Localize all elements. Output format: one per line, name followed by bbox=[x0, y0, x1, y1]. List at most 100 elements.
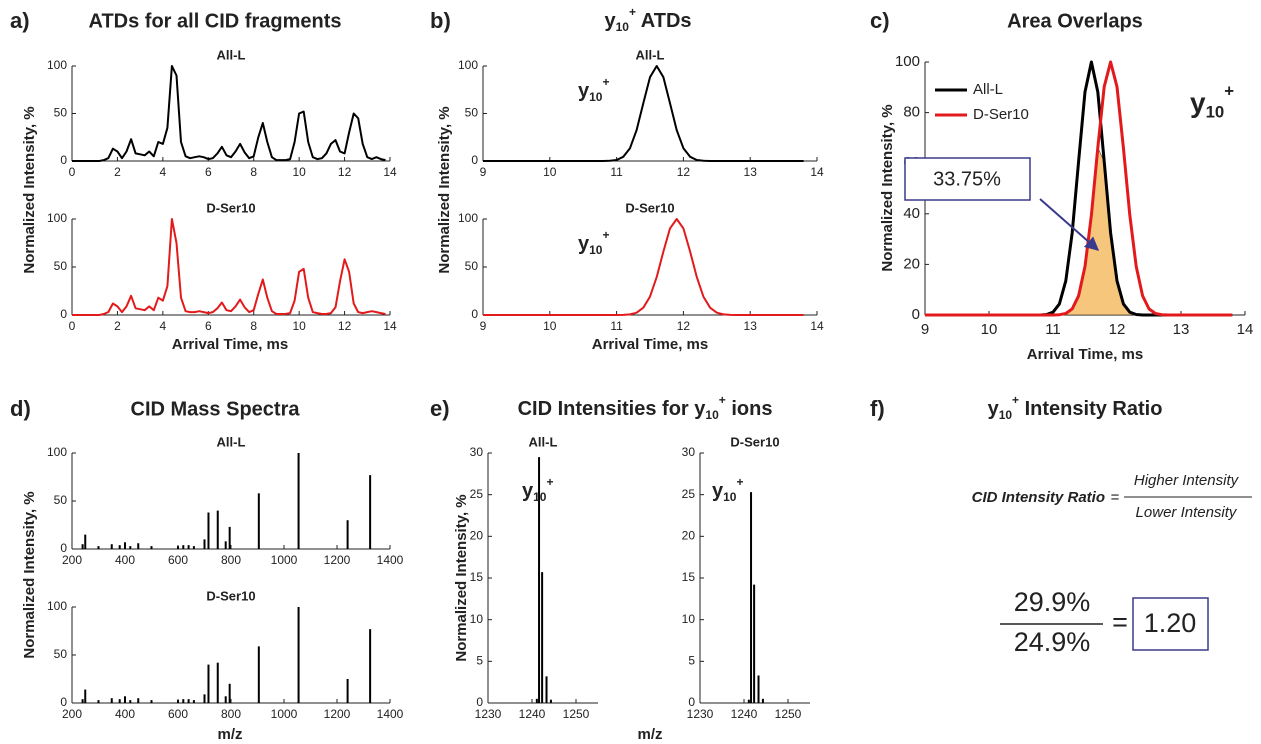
text-segment: Intensity Ratio bbox=[1019, 398, 1162, 420]
y-tick-label: 15 bbox=[682, 570, 696, 584]
data-line bbox=[72, 218, 386, 316]
y-tick-label: 20 bbox=[470, 529, 484, 543]
x-tick-label: 12 bbox=[1109, 321, 1126, 338]
y-tick-label: 50 bbox=[465, 106, 479, 120]
x-tick-label: 1400 bbox=[377, 553, 404, 567]
y-tick-label: 30 bbox=[682, 445, 696, 459]
data-line bbox=[483, 218, 804, 316]
legend-label: D-Ser10 bbox=[973, 106, 1029, 123]
panel-title: ATDs for all CID fragments bbox=[89, 10, 342, 32]
panel-label: b) bbox=[430, 8, 451, 33]
x-tick-label: 1240 bbox=[731, 707, 758, 721]
x-tick-label: 12 bbox=[338, 319, 352, 333]
y-tick-label: 0 bbox=[60, 307, 67, 321]
text-segment: + bbox=[602, 228, 609, 242]
x-tick-label: 6 bbox=[205, 165, 212, 179]
ratio-denominator: 24.9% bbox=[1014, 627, 1091, 657]
x-tick-label: 2 bbox=[114, 165, 121, 179]
y-tick-label: 10 bbox=[470, 612, 484, 626]
text-segment: + bbox=[546, 475, 553, 489]
x-tick-label: 14 bbox=[1237, 321, 1254, 338]
text-segment: + bbox=[629, 5, 636, 19]
y-tick-label: 0 bbox=[476, 695, 483, 709]
x-tick-label: 9 bbox=[480, 165, 487, 179]
panel-title: Area Overlaps bbox=[1007, 10, 1143, 32]
text-segment: + bbox=[736, 475, 743, 489]
x-tick-label: 10 bbox=[292, 165, 306, 179]
ion-label: y10+ bbox=[578, 75, 610, 104]
y-tick-label: 50 bbox=[54, 106, 68, 120]
y-tick-label: 40 bbox=[903, 205, 920, 222]
x-tick-label: 10 bbox=[543, 319, 557, 333]
text-segment: + bbox=[602, 75, 609, 89]
y-tick-label: 0 bbox=[471, 153, 478, 167]
chart-title: All-L bbox=[636, 47, 665, 62]
x-tick-label: 0 bbox=[69, 319, 76, 333]
panel-label: e) bbox=[430, 396, 450, 421]
text-segment: 10 bbox=[589, 90, 603, 104]
legend-label: All-L bbox=[973, 81, 1003, 98]
y-tick-label: 100 bbox=[47, 445, 67, 459]
y-axis-label: Normalized Intensity, % bbox=[453, 494, 470, 661]
ion-label: y10+ bbox=[522, 475, 554, 504]
formula-lhs: CID Intensity Ratio bbox=[972, 489, 1105, 506]
data-line bbox=[72, 65, 386, 162]
y-tick-label: 5 bbox=[688, 654, 695, 668]
x-tick-label: 12 bbox=[677, 165, 691, 179]
x-tick-label: 10 bbox=[543, 165, 557, 179]
chart-title: D-Ser10 bbox=[206, 588, 255, 603]
x-tick-label: 8 bbox=[250, 165, 257, 179]
text-segment: y bbox=[522, 480, 534, 502]
x-tick-label: 600 bbox=[168, 707, 188, 721]
x-tick-label: 400 bbox=[115, 707, 135, 721]
x-tick-label: 0 bbox=[69, 165, 76, 179]
data-line bbox=[925, 60, 1233, 317]
text-segment: 10 bbox=[533, 490, 547, 504]
y-tick-label: 20 bbox=[903, 255, 920, 272]
x-tick-label: 1000 bbox=[271, 707, 298, 721]
x-axis-label: Arrival Time, ms bbox=[1027, 346, 1143, 363]
x-tick-label: 1250 bbox=[775, 707, 802, 721]
y-tick-label: 15 bbox=[470, 570, 484, 584]
x-axis-label: Arrival Time, ms bbox=[172, 336, 288, 353]
y-axis-label: Normalized Intensity, % bbox=[436, 106, 453, 273]
chart-title: All-L bbox=[217, 434, 246, 449]
x-tick-label: 10 bbox=[981, 321, 998, 338]
panel-label: c) bbox=[870, 8, 890, 33]
panel-title: CID Mass Spectra bbox=[131, 398, 301, 420]
x-tick-label: 1200 bbox=[324, 553, 351, 567]
text-segment: 10 bbox=[705, 408, 719, 422]
y-tick-label: 0 bbox=[60, 695, 67, 709]
x-tick-label: 1000 bbox=[271, 553, 298, 567]
x-tick-label: 4 bbox=[160, 319, 167, 333]
x-tick-label: 4 bbox=[160, 165, 167, 179]
x-tick-label: 12 bbox=[677, 319, 691, 333]
x-tick-label: 8 bbox=[250, 319, 257, 333]
text-segment: y bbox=[694, 398, 706, 420]
overlap-label: 33.75% bbox=[933, 168, 1001, 190]
text-segment: y bbox=[988, 398, 1000, 420]
chart-title: All-L bbox=[217, 47, 246, 62]
x-tick-label: 14 bbox=[810, 319, 824, 333]
y-tick-label: 10 bbox=[682, 612, 696, 626]
chart-title: D-Ser10 bbox=[625, 200, 674, 215]
x-tick-label: 14 bbox=[383, 319, 397, 333]
panel-label: f) bbox=[870, 396, 885, 421]
text-segment: ATDs bbox=[636, 10, 692, 32]
x-tick-label: 6 bbox=[205, 319, 212, 333]
panel-label: a) bbox=[10, 8, 30, 33]
y-tick-label: 100 bbox=[47, 58, 67, 72]
ratio-numerator: 29.9% bbox=[1014, 587, 1091, 617]
text-segment: + bbox=[1012, 393, 1019, 407]
data-line bbox=[483, 65, 804, 162]
x-tick-label: 10 bbox=[292, 319, 306, 333]
x-tick-label: 2 bbox=[114, 319, 121, 333]
annotation-box bbox=[904, 157, 1031, 201]
result-box bbox=[1132, 597, 1209, 651]
formula-denominator: Lower Intensity bbox=[1136, 504, 1238, 521]
x-tick-label: 9 bbox=[480, 319, 487, 333]
x-tick-label: 11 bbox=[610, 165, 623, 179]
x-tick-label: 200 bbox=[62, 553, 82, 567]
x-tick-label: 200 bbox=[62, 707, 82, 721]
